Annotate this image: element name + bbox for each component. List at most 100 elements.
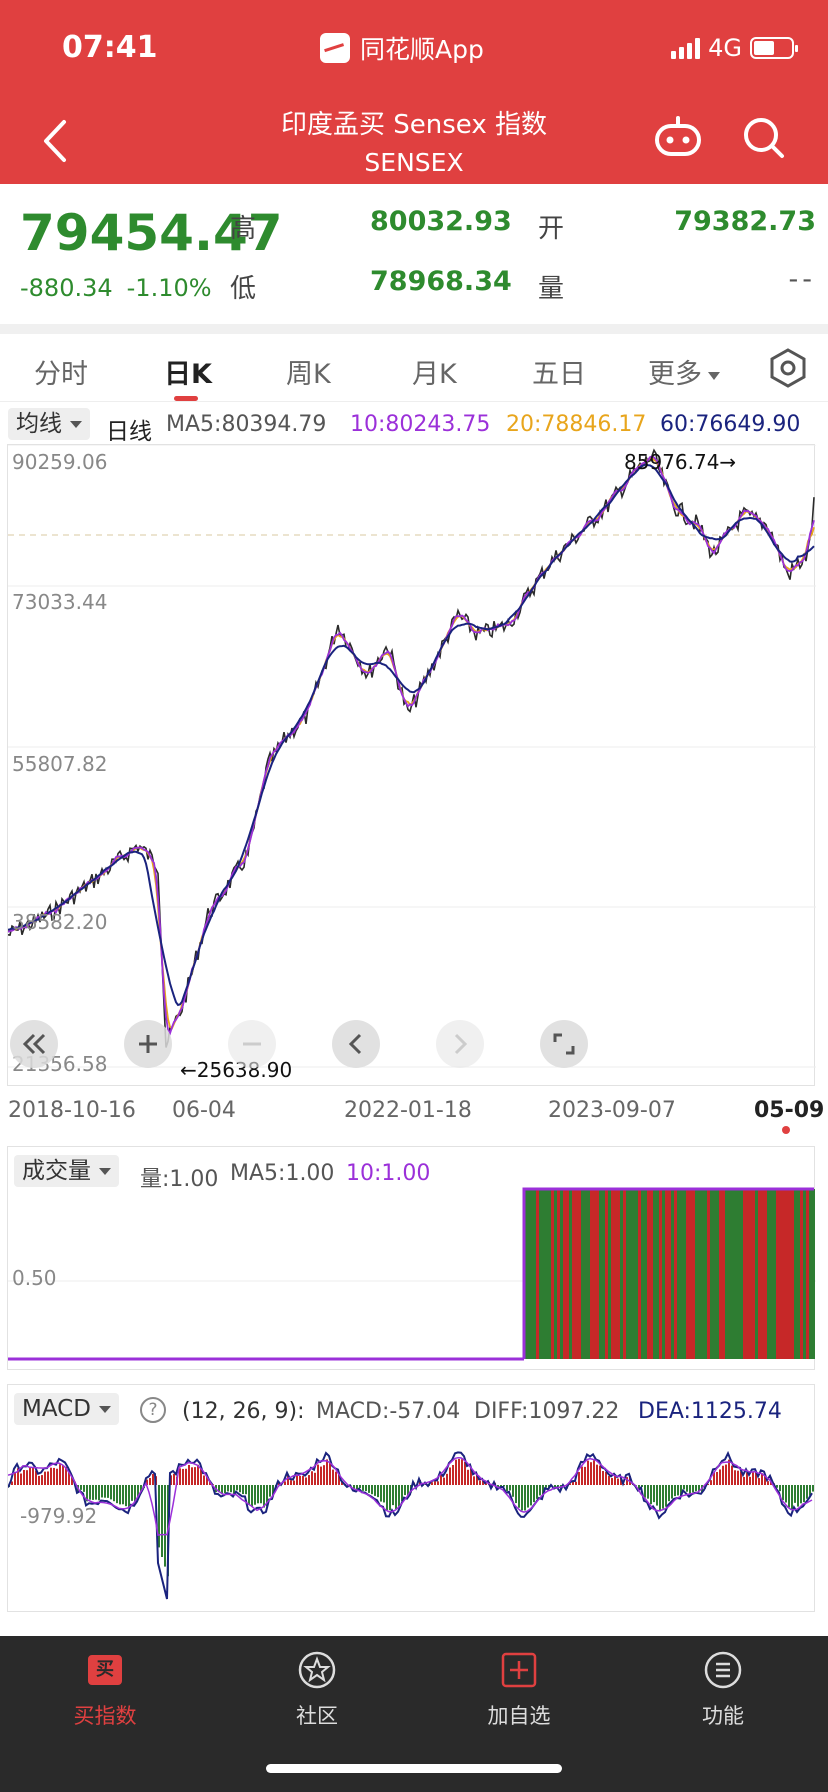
tab-monthly-k[interactable]: 月K xyxy=(412,359,457,390)
macd-histogram-bar xyxy=(242,1485,244,1495)
chevron-left-icon xyxy=(348,1033,362,1055)
macd-histogram-bar xyxy=(812,1485,814,1492)
macd-histogram-bar xyxy=(266,1485,268,1507)
macd-histogram-bar xyxy=(452,1464,454,1485)
macd-histogram-bar xyxy=(29,1467,31,1485)
price-chart[interactable]: 85976.74→ ←25638.90 90259.06 73033.44 55… xyxy=(7,444,816,1086)
scroll-left-button[interactable] xyxy=(332,1020,380,1068)
zoom-out-button[interactable] xyxy=(228,1020,276,1068)
collapse-left-button[interactable] xyxy=(10,1020,58,1068)
macd-histogram-bar xyxy=(659,1485,661,1512)
nav-buy-index[interactable]: 买 买指数 xyxy=(40,1650,170,1730)
macd-histogram-bar xyxy=(437,1481,439,1485)
macd-histogram-bar xyxy=(65,1466,67,1485)
open-value: 79382.73 xyxy=(674,206,816,237)
nav-label: 买指数 xyxy=(73,1704,137,1728)
volume-bar xyxy=(602,1189,605,1359)
period-tabs: 分时 日K 周K 月K 五日 更多 xyxy=(0,334,828,402)
macd-histogram-bar xyxy=(110,1485,112,1500)
macd-histogram-bar xyxy=(248,1485,250,1505)
network-label: 4G xyxy=(708,34,742,62)
volume-bar xyxy=(542,1189,545,1359)
volume-bar xyxy=(686,1189,689,1359)
macd-histogram-bar xyxy=(374,1485,376,1496)
macd-histogram-bar xyxy=(800,1485,802,1504)
macd-histogram-bar xyxy=(629,1476,631,1485)
volume-bar xyxy=(683,1189,686,1359)
tab-intraday[interactable]: 分时 xyxy=(34,359,88,390)
nav-add-watchlist[interactable]: 加自选 xyxy=(454,1650,584,1730)
volume-bar xyxy=(773,1189,776,1359)
ma5-value: MA5:80394.79 xyxy=(166,412,327,437)
macd-histogram-bar xyxy=(779,1485,781,1492)
volume-bar xyxy=(632,1189,635,1359)
macd-tick-label: -979.92 xyxy=(20,1504,97,1528)
volume-bar xyxy=(596,1189,599,1359)
volume-bar xyxy=(563,1189,566,1359)
volume-bar xyxy=(653,1189,656,1359)
diff-value: DIFF:1097.22 xyxy=(474,1399,620,1424)
macd-histogram-bar xyxy=(365,1485,367,1492)
chevron-right-icon xyxy=(454,1033,468,1055)
search-button[interactable] xyxy=(742,116,786,164)
nav-community[interactable]: 社区 xyxy=(252,1650,382,1730)
minus-icon xyxy=(243,1042,261,1046)
macd-dropdown[interactable]: MACD xyxy=(14,1393,119,1425)
macd-histogram-bar xyxy=(119,1485,121,1505)
macd-histogram-bar xyxy=(662,1485,664,1509)
macd-histogram-bar xyxy=(86,1485,88,1502)
tab-more[interactable]: 更多 xyxy=(648,352,720,391)
tab-weekly-k[interactable]: 周K xyxy=(286,359,331,390)
macd-histogram-bar xyxy=(164,1485,166,1567)
macd-histogram-bar xyxy=(722,1465,724,1485)
volume-bar xyxy=(617,1189,620,1359)
macd-histogram-bar xyxy=(287,1475,289,1485)
date-axis: 2018-10-16 06-04 2022-01-18 2023-09-07 0… xyxy=(0,1098,828,1128)
back-button[interactable] xyxy=(40,118,70,164)
volume-bar xyxy=(605,1189,608,1359)
macd-histogram-bar xyxy=(194,1467,196,1485)
scroll-right-button[interactable] xyxy=(436,1020,484,1068)
volume-ma5: MA5:1.00 xyxy=(230,1161,335,1186)
chart-settings-button[interactable] xyxy=(770,348,806,392)
volume-bar xyxy=(644,1189,647,1359)
date-tick: 06-04 xyxy=(172,1098,236,1123)
volume-bar xyxy=(530,1189,533,1359)
macd-histogram-bar xyxy=(587,1460,589,1485)
volume-dropdown[interactable]: 成交量 xyxy=(14,1155,119,1187)
volume-chart-svg: 0.50 xyxy=(8,1187,816,1361)
volume-chart[interactable]: 成交量 量:1.00 MA5:1.00 10:1.00 0.50 xyxy=(7,1146,816,1370)
macd-histogram-bar xyxy=(329,1461,331,1485)
status-right: 4G xyxy=(671,34,798,62)
fullscreen-button[interactable] xyxy=(540,1020,588,1068)
macd-histogram-bar xyxy=(89,1485,91,1500)
macd-histogram-bar xyxy=(557,1485,559,1487)
status-app-indicator[interactable]: 同花顺App xyxy=(320,30,484,66)
ma-dropdown[interactable]: 均线 xyxy=(8,408,90,440)
macd-histogram-bar xyxy=(608,1475,610,1485)
help-icon[interactable]: ? xyxy=(140,1397,166,1423)
macd-histogram-bar xyxy=(53,1467,55,1485)
macd-histogram-bar xyxy=(23,1470,25,1485)
macd-chart[interactable]: MACD ? (12, 26, 9): MACD:-57.04 DIFF:109… xyxy=(7,1384,815,1612)
macd-histogram-bar xyxy=(392,1485,394,1506)
macd-histogram-bar xyxy=(170,1475,172,1485)
macd-histogram-bar xyxy=(104,1485,106,1498)
open-label: 开 xyxy=(538,214,565,244)
macd-histogram-bar xyxy=(539,1485,541,1496)
macd-histogram-bar xyxy=(68,1471,70,1485)
volume-bar xyxy=(551,1189,554,1359)
macd-histogram-bar xyxy=(794,1485,796,1503)
tab-daily-k[interactable]: 日K xyxy=(164,359,212,390)
nav-functions[interactable]: 功能 xyxy=(658,1650,788,1730)
volume-bar xyxy=(758,1189,761,1359)
macd-histogram-bar xyxy=(26,1470,28,1485)
zoom-in-button[interactable] xyxy=(124,1020,172,1068)
macd-histogram-bar xyxy=(353,1485,355,1490)
volume-bar xyxy=(749,1189,752,1359)
volume-ma-line xyxy=(522,1187,814,1359)
macd-histogram-bar xyxy=(509,1485,511,1491)
volume-bar xyxy=(704,1189,707,1359)
assistant-button[interactable] xyxy=(654,116,702,162)
tab-five-day[interactable]: 五日 xyxy=(532,359,586,390)
